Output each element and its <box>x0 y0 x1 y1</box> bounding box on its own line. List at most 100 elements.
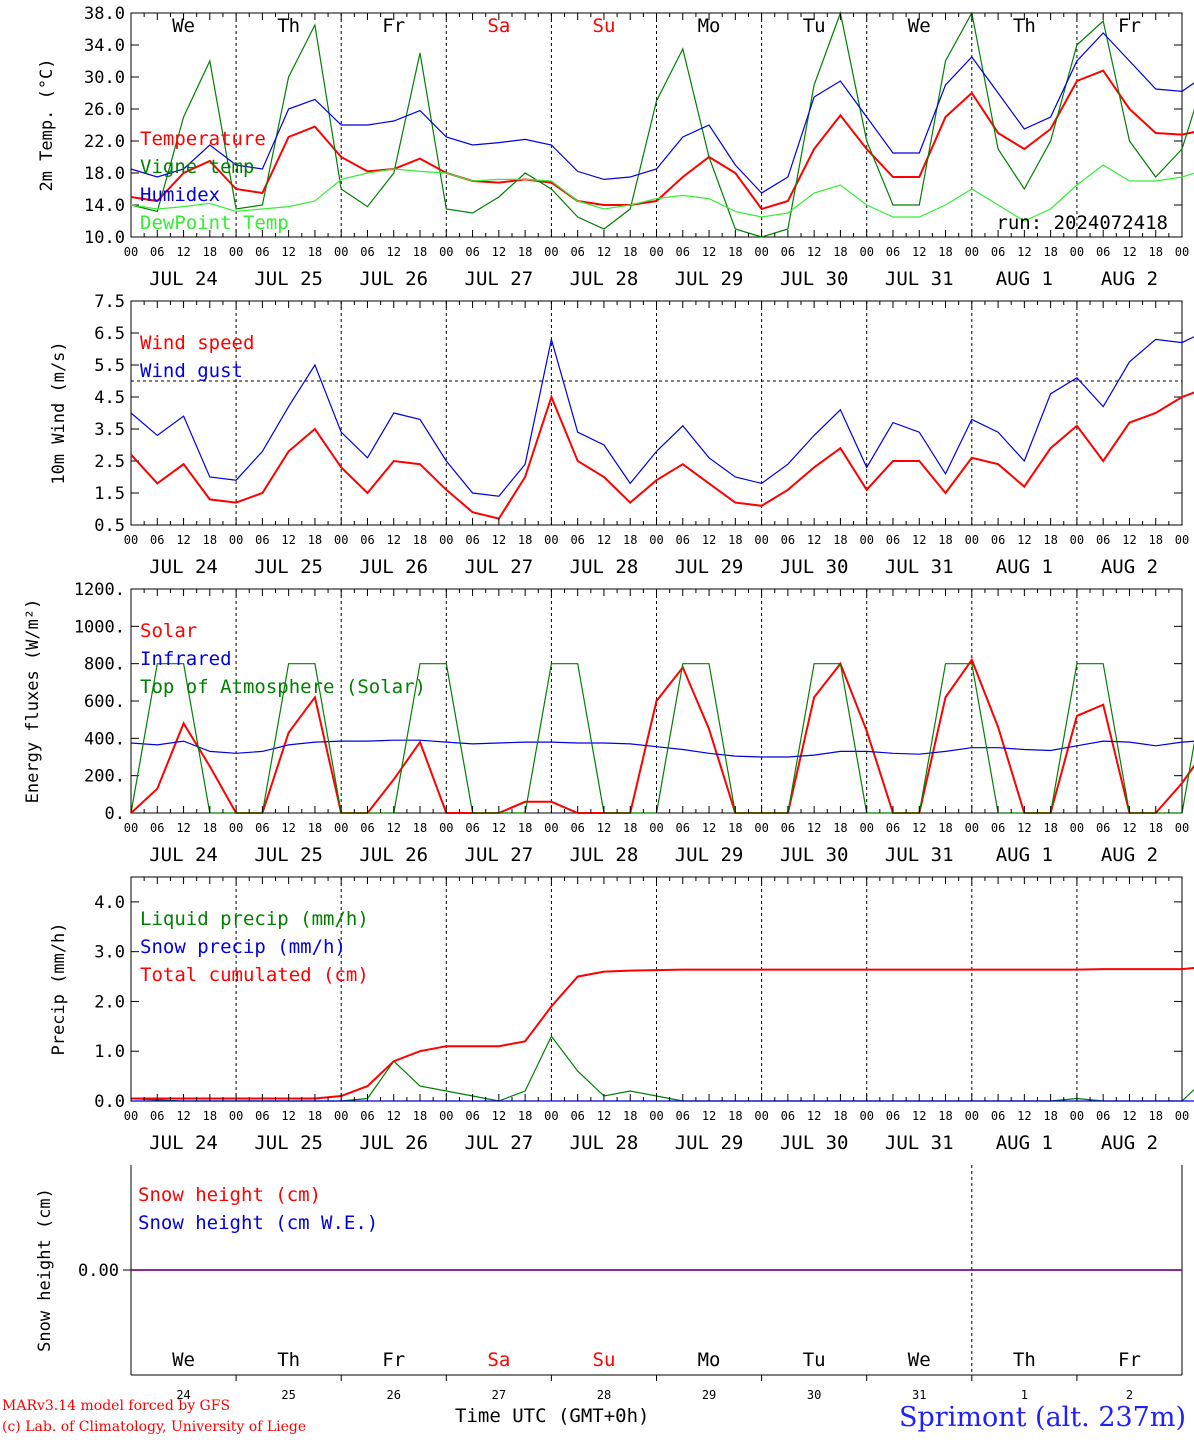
series-dewpoint-temp <box>130 164 1194 222</box>
hour-tick-label: 00 <box>649 821 663 835</box>
hour-tick-label: 00 <box>649 245 663 259</box>
date-label: AUG 1 <box>996 1132 1053 1154</box>
weekday-label: Fr <box>382 15 405 37</box>
date-label: JUL 26 <box>359 556 428 578</box>
hour-tick-label: 18 <box>308 533 322 547</box>
y-tick-label: 10.0 <box>84 228 125 248</box>
hour-tick-label: 12 <box>387 245 401 259</box>
hour-tick-label: 18 <box>308 1109 322 1123</box>
hour-tick-label: 12 <box>597 1109 611 1123</box>
hour-tick-label: 12 <box>492 533 506 547</box>
date-label: AUG 2 <box>1101 556 1158 578</box>
hour-tick-label: 12 <box>807 1109 821 1123</box>
hour-tick-label: 00 <box>859 821 873 835</box>
hour-tick-label: 06 <box>465 821 479 835</box>
date-label: JUL 29 <box>675 556 744 578</box>
y-tick-label: 30.0 <box>84 68 125 88</box>
hour-tick-label: 12 <box>387 533 401 547</box>
date-label: JUL 31 <box>885 1132 954 1154</box>
hour-tick-label: 18 <box>623 245 637 259</box>
hour-tick-label: 06 <box>465 1109 479 1123</box>
hour-tick-label: 06 <box>255 1109 269 1123</box>
series-total-cumulated-cm <box>131 966 1194 1100</box>
series-infrared <box>130 739 1194 758</box>
hour-tick-label: 00 <box>1175 1109 1189 1123</box>
hour-tick-label: 00 <box>544 245 558 259</box>
weekday-label: Sa <box>487 1349 510 1371</box>
legend-entry: Wind gust <box>140 360 243 382</box>
legend-entry: Total cumulated (cm) <box>140 964 369 986</box>
hour-tick-label: 06 <box>781 821 795 835</box>
hour-tick-label: 00 <box>124 1109 138 1123</box>
hour-tick-label: 18 <box>938 821 952 835</box>
series-vigne-temp <box>130 10 1194 238</box>
hour-tick-label: 12 <box>912 245 926 259</box>
hour-tick-label: 00 <box>544 533 558 547</box>
hour-tick-label: 18 <box>1148 1109 1162 1123</box>
hour-tick-label: 00 <box>754 821 768 835</box>
hour-tick-label: 18 <box>203 1109 217 1123</box>
hour-tick-label: 12 <box>176 533 190 547</box>
date-label: JUL 26 <box>359 268 428 290</box>
hour-tick-label: 00 <box>229 821 243 835</box>
hour-tick-label: 12 <box>702 821 716 835</box>
weekday-label: Mo <box>698 1349 721 1371</box>
hour-tick-label: 06 <box>570 821 584 835</box>
legend-entry: Temperature <box>140 128 266 150</box>
y-tick-label: 600. <box>84 692 125 712</box>
hour-tick-label: 18 <box>623 821 637 835</box>
hour-tick-label: 18 <box>203 245 217 259</box>
legend-entry: Snow height (cm W.E.) <box>138 1212 378 1234</box>
weekday-label: Su <box>593 1349 616 1371</box>
date-label: JUL 31 <box>885 556 954 578</box>
hour-tick-label: 06 <box>886 245 900 259</box>
hour-tick-label: 06 <box>1096 1109 1110 1123</box>
hour-tick-label: 12 <box>176 1109 190 1123</box>
hour-tick-label: 06 <box>886 533 900 547</box>
hour-tick-label: 00 <box>1175 533 1189 547</box>
y-tick-label: 38.0 <box>84 4 125 24</box>
hour-tick-label: 00 <box>229 533 243 547</box>
y-tick-label: 4.5 <box>94 388 125 408</box>
date-label: AUG 1 <box>996 556 1053 578</box>
hour-tick-label: 06 <box>991 245 1005 259</box>
weekday-label: Sa <box>487 15 510 37</box>
day-number-label: 30 <box>807 1388 821 1402</box>
hour-tick-label: 12 <box>1017 1109 1031 1123</box>
hour-tick-label: 18 <box>728 821 742 835</box>
y-tick-label: 26.0 <box>84 100 125 120</box>
hour-tick-label: 06 <box>150 533 164 547</box>
date-label: JUL 24 <box>149 844 218 866</box>
date-label: AUG 2 <box>1101 1132 1158 1154</box>
date-label: JUL 28 <box>570 844 639 866</box>
hour-tick-label: 12 <box>702 1109 716 1123</box>
legend-entry: Liquid precip (mm/h) <box>140 908 369 930</box>
hour-tick-label: 18 <box>728 533 742 547</box>
hour-tick-label: 18 <box>1148 245 1162 259</box>
weekday-label: Tu <box>803 1349 826 1371</box>
hour-tick-label: 00 <box>439 821 453 835</box>
weekday-label: Su <box>593 15 616 37</box>
hour-tick-label: 12 <box>281 1109 295 1123</box>
panel-energy: 0. 200. 400. 600. 800. 1000. 1200. Energy fluxe… <box>23 580 1194 866</box>
hour-tick-label: 00 <box>334 1109 348 1123</box>
hour-tick-label: 12 <box>1122 1109 1136 1123</box>
date-label: JUL 31 <box>885 268 954 290</box>
hour-tick-label: 06 <box>781 533 795 547</box>
hour-tick-label: 00 <box>649 533 663 547</box>
hour-tick-label: 18 <box>938 245 952 259</box>
hour-tick-label: 00 <box>439 1109 453 1123</box>
panel-precip: 0.0 1.0 2.0 3.0 4.0 Precip (mm/h) 00 06 12 18 JUL … <box>49 876 1194 1154</box>
legend-entry: Wind speed <box>140 332 254 354</box>
date-label: JUL 28 <box>570 556 639 578</box>
weekday-label: Th <box>1013 15 1036 37</box>
y-tick-label: 1000. <box>74 617 125 637</box>
date-label: JUL 28 <box>570 268 639 290</box>
y-tick-label: 800. <box>84 655 125 675</box>
hour-tick-label: 06 <box>360 533 374 547</box>
day-number-label: 2 <box>1126 1388 1133 1402</box>
hour-tick-label: 06 <box>781 245 795 259</box>
weekday-label: We <box>172 1349 195 1371</box>
date-label: JUL 29 <box>675 1132 744 1154</box>
weekday-label: Fr <box>1118 1349 1141 1371</box>
